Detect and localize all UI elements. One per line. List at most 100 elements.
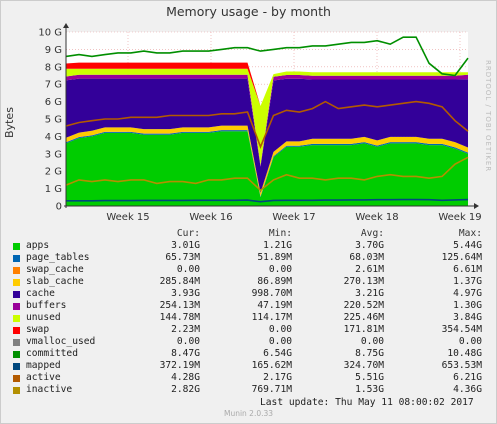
legend-avg: 324.70M [343, 360, 384, 371]
legend-name: swap_cache [26, 264, 84, 275]
legend-row-active: active 4.28G 2.17G 5.51G 6.21G [0, 372, 497, 384]
legend-row-mapped: mapped 372.19M 165.62M 324.70M 653.53M [0, 360, 497, 372]
legend-cur: 3.01G [171, 240, 200, 251]
legend-swatch [13, 315, 20, 322]
legend-min: 86.89M [257, 276, 292, 287]
legend-max: 5.44G [453, 240, 482, 251]
legend-max: 1.30G [453, 300, 482, 311]
line-committed [65, 36, 469, 77]
x-tick-label: Week 15 [106, 212, 149, 223]
legend-cur: 0.00 [176, 264, 200, 275]
legend-avg: 225.46M [343, 312, 384, 323]
legend-max: 4.97G [453, 288, 482, 299]
legend-name: apps [26, 240, 50, 251]
legend-min: 0.00 [268, 336, 292, 347]
legend-row-inactive: inactive 2.82G 769.71M 1.53G 4.36G [0, 384, 497, 396]
legend-cur: 3.93G [171, 288, 200, 299]
legend-row-apps: apps 3.01G 1.21G 3.70G 5.44G [0, 240, 497, 252]
legend-avg: 3.70G [355, 240, 384, 251]
legend-min: 0.00 [268, 264, 292, 275]
stacked-areas [66, 62, 468, 206]
legend-min: 1.21G [263, 240, 292, 251]
legend-swatch [13, 291, 20, 298]
legend-swatch [13, 243, 20, 250]
col-max: Max: [458, 228, 482, 239]
legend-row-swap_cache: swap_cache 0.00 0.00 2.61M 6.61M [0, 264, 497, 276]
legend-row-swap: swap 2.23M 0.00 171.81M 354.54M [0, 324, 497, 336]
y-tick-label: 4 G [45, 132, 62, 143]
legend-cur: 8.47G [171, 348, 200, 359]
legend-swatch [13, 255, 20, 262]
legend-cur: 144.78M [159, 312, 200, 323]
legend-min: 165.62M [251, 360, 292, 371]
legend-cur: 65.73M [165, 252, 200, 263]
line-series [65, 36, 469, 203]
legend-swatch [13, 339, 20, 346]
legend-avg: 171.81M [343, 324, 384, 335]
x-tick-label: Week 19 [438, 212, 481, 223]
legend-name: page_tables [26, 252, 90, 263]
legend-name: slab_cache [26, 276, 84, 287]
legend-swatch [13, 303, 20, 310]
y-tick-label: 0 [56, 202, 62, 213]
col-min: Min: [268, 228, 292, 239]
legend-max: 6.61M [453, 264, 482, 275]
y-tick-label: 5 G [45, 115, 62, 126]
y-tick-labels: 0 1 G 2 G 3 G 4 G 5 G 6 G 7 G 8 G 9 G 10 G [38, 28, 62, 213]
y-tick-label: 3 G [45, 149, 62, 160]
legend-name: buffers [26, 300, 67, 311]
legend-min: 6.54G [263, 348, 292, 359]
legend-name: inactive [26, 384, 73, 395]
legend-swatch [13, 375, 20, 382]
version-label: Munin 2.0.33 [223, 409, 274, 418]
legend-max: 4.36G [453, 384, 482, 395]
legend-swatch [13, 327, 20, 334]
legend-cur: 372.19M [159, 360, 200, 371]
legend-avg: 220.52M [343, 300, 384, 311]
y-tick-label: 2 G [45, 167, 62, 178]
y-tick-label: 8 G [45, 62, 62, 73]
y-axis-arrow [63, 23, 69, 28]
legend-avg: 0.00 [360, 336, 384, 347]
line-active [65, 100, 469, 149]
x-tick-label: Week 17 [272, 212, 315, 223]
legend-avg: 8.75G [355, 348, 384, 359]
legend-row-vmalloc_used: vmalloc_used 0.00 0.00 0.00 0.00 [0, 336, 497, 348]
legend-max: 653.53M [441, 360, 482, 371]
legend-row-buffers: buffers 254.13M 47.19M 220.52M 1.30G [0, 300, 497, 312]
legend-avg: 3.21G [355, 288, 384, 299]
legend-name: active [26, 372, 61, 383]
legend-min: 47.19M [257, 300, 292, 311]
area-swap [66, 62, 468, 106]
legend-name: cache [26, 288, 55, 299]
legend-swatch [13, 387, 20, 394]
col-avg: Avg: [360, 228, 384, 239]
legend-avg: 68.03M [349, 252, 384, 263]
x-tick-label: Week 18 [355, 212, 398, 223]
legend-cur: 254.13M [159, 300, 200, 311]
legend-name: vmalloc_used [26, 336, 96, 347]
legend-min: 998.70M [251, 288, 292, 299]
legend-cur: 4.28G [171, 372, 200, 383]
legend-cur: 0.00 [176, 336, 200, 347]
legend-name: committed [26, 348, 78, 359]
memory-chart: 0 1 G 2 G 3 G 4 G 5 G 6 G 7 G 8 G 9 G 10 G Week 15… [38, 23, 482, 223]
legend-max: 6.21G [453, 372, 482, 383]
legend-max: 0.00 [458, 336, 482, 347]
legend-swatch [13, 363, 20, 370]
chart-title: Memory usage - by month [166, 4, 331, 19]
area-unused [66, 68, 468, 166]
legend-max: 1.37G [453, 276, 482, 287]
area-apps [66, 131, 468, 206]
legend-max: 3.84G [453, 312, 482, 323]
y-tick-label: 7 G [45, 80, 62, 91]
side-credit: RRDTOOL / TOBI OETIKER [484, 60, 492, 173]
legend-row-cache: cache 3.93G 998.70M 3.21G 4.97G [0, 288, 497, 300]
col-cur: Cur: [176, 228, 200, 239]
line-inactive [65, 156, 469, 192]
legend-avg: 270.13M [343, 276, 384, 287]
legend-min: 769.71M [251, 384, 292, 395]
area-cache [66, 78, 468, 193]
legend-row-unused: unused 144.78M 114.17M 225.46M 3.84G [0, 312, 497, 324]
y-tick-label: 9 G [45, 45, 62, 56]
